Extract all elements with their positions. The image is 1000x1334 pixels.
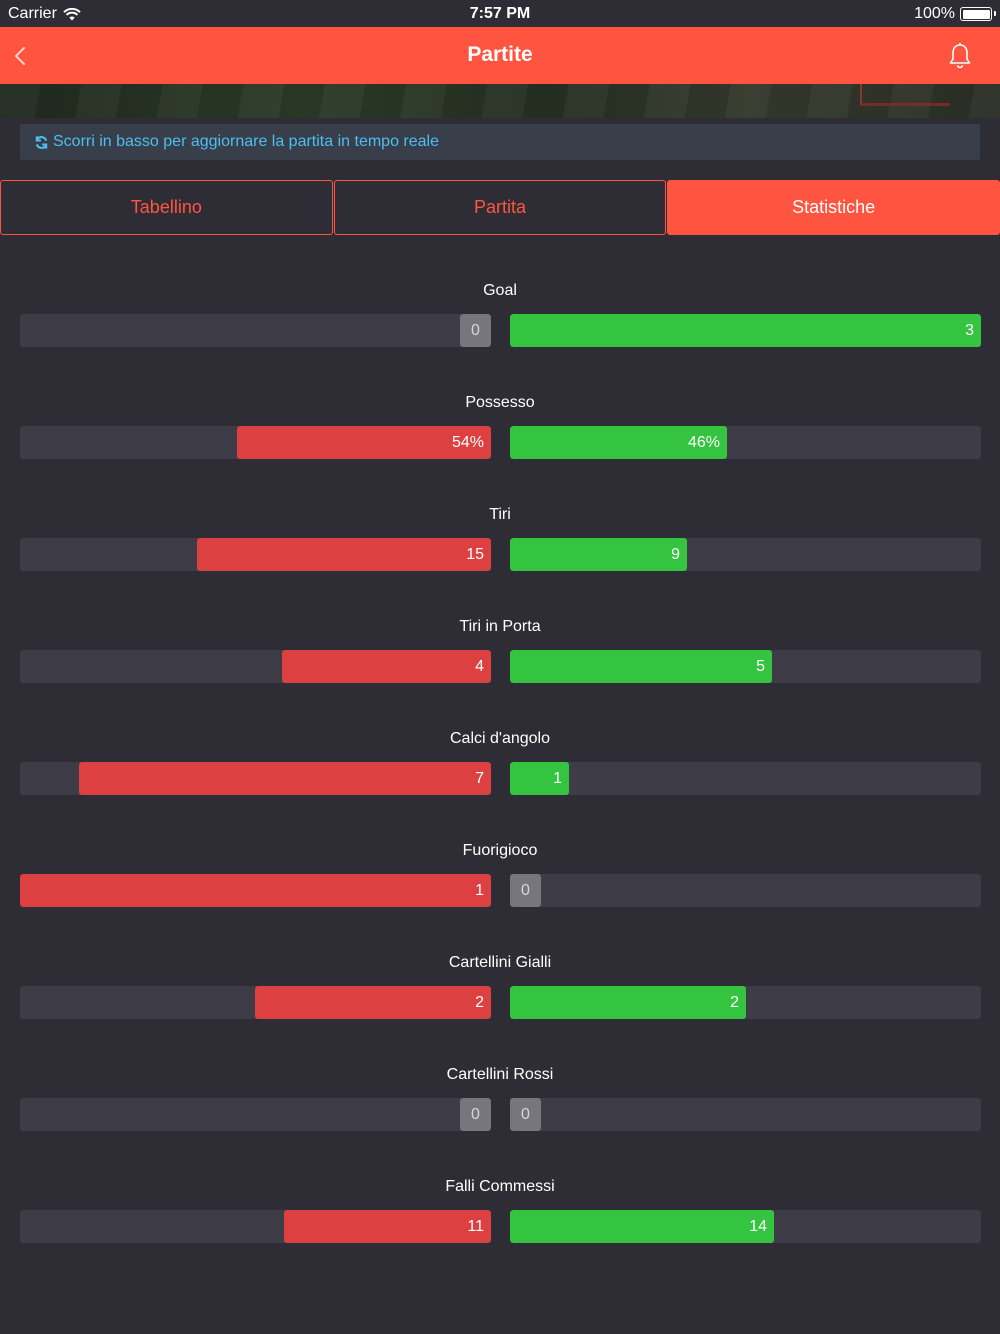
tab-partita[interactable]: Partita xyxy=(333,180,667,235)
home-stat-track: 54% xyxy=(20,426,491,459)
segmented-tabs: Tabellino Partita Statistiche xyxy=(0,180,1000,235)
battery: 100% xyxy=(914,5,996,23)
refresh-icon xyxy=(35,135,48,149)
away-stat-value: 9 xyxy=(671,545,680,563)
away-stat-value: 1 xyxy=(553,769,562,787)
home-stat-track: 0 xyxy=(20,1098,491,1131)
away-stat-track: 0 xyxy=(510,874,981,907)
stat-row: Tiri 15 9 xyxy=(0,459,1000,571)
refresh-hint: Scorri in basso per aggiornare la partit… xyxy=(20,124,980,160)
carrier-label: Carrier xyxy=(8,5,57,22)
status-bar: Carrier 7:57 PM 100% xyxy=(0,0,1000,27)
tab-statistiche[interactable]: Statistiche xyxy=(667,180,1000,235)
home-stat-track: 15 xyxy=(20,538,491,571)
tab-tabellino[interactable]: Tabellino xyxy=(0,180,333,235)
home-stat-track: 1 xyxy=(20,874,491,907)
away-stat-bar: 3 xyxy=(510,314,981,347)
home-stat-bar: 0 xyxy=(460,1098,491,1131)
home-stat-bar: 2 xyxy=(255,986,491,1019)
stat-label: Tiri xyxy=(489,506,511,523)
home-stat-track: 2 xyxy=(20,986,491,1019)
stat-label: Cartellini Rossi xyxy=(446,1066,554,1083)
home-stat-value: 4 xyxy=(475,657,484,675)
away-stat-track: 46% xyxy=(510,426,981,459)
page-title: Partite xyxy=(467,43,533,66)
stat-row: Possesso 54% 46% xyxy=(0,347,1000,459)
away-stat-value: 3 xyxy=(965,321,974,339)
stat-label: Fuorigioco xyxy=(462,842,538,859)
away-stat-value: 5 xyxy=(756,657,765,675)
away-stat-value: 46% xyxy=(687,433,720,451)
stat-row: Falli Commessi 11 14 xyxy=(0,1131,1000,1243)
stat-row: Tiri in Porta 4 5 xyxy=(0,571,1000,683)
away-stat-bar: 9 xyxy=(510,538,687,571)
home-stat-value: 2 xyxy=(475,993,484,1011)
away-stat-value: 14 xyxy=(749,1217,767,1235)
away-stat-track: 14 xyxy=(510,1210,981,1243)
away-stat-track: 2 xyxy=(510,986,981,1019)
stat-row: Goal 0 3 xyxy=(0,235,1000,347)
home-stat-value: 54% xyxy=(451,433,484,451)
away-stat-bar: 0 xyxy=(510,874,541,907)
away-stat-track: 5 xyxy=(510,650,981,683)
stat-row: Calci d'angolo 7 1 xyxy=(0,683,1000,795)
stat-row: Fuorigioco 1 0 xyxy=(0,795,1000,907)
away-stat-track: 3 xyxy=(510,314,981,347)
away-stat-bar: 46% xyxy=(510,426,727,459)
back-chevron-icon[interactable] xyxy=(10,41,34,71)
battery-icon xyxy=(960,7,996,21)
home-stat-bar: 1 xyxy=(20,874,491,907)
away-stat-bar: 5 xyxy=(510,650,772,683)
home-stat-bar: 15 xyxy=(197,538,491,571)
home-stat-value: 0 xyxy=(471,321,480,339)
away-stat-track: 9 xyxy=(510,538,981,571)
stat-label: Calci d'angolo xyxy=(449,730,550,747)
refresh-hint-text: Scorri in basso per aggiornare la partit… xyxy=(53,133,439,150)
away-stat-track: 0 xyxy=(510,1098,981,1131)
bell-icon[interactable] xyxy=(946,41,974,71)
home-stat-track: 0 xyxy=(20,314,491,347)
home-stat-bar: 4 xyxy=(282,650,491,683)
navigation-bar: Partite xyxy=(0,27,1000,84)
away-stat-bar: 14 xyxy=(510,1210,774,1243)
stat-row: Cartellini Gialli 2 2 xyxy=(0,907,1000,1019)
away-stat-bar: 1 xyxy=(510,762,569,795)
carrier: Carrier xyxy=(8,5,81,23)
stat-label: Goal xyxy=(483,282,517,299)
away-stat-bar: 0 xyxy=(510,1098,541,1131)
away-stat-value: 0 xyxy=(521,1105,530,1123)
home-stat-track: 4 xyxy=(20,650,491,683)
home-stat-track: 11 xyxy=(20,1210,491,1243)
stat-label: Tiri in Porta xyxy=(459,618,541,635)
away-stat-bar: 2 xyxy=(510,986,746,1019)
away-stat-track: 1 xyxy=(510,762,981,795)
stat-label: Possesso xyxy=(465,394,535,411)
home-stat-value: 1 xyxy=(475,881,484,899)
home-stat-bar: 11 xyxy=(284,1210,491,1243)
away-stat-value: 2 xyxy=(730,993,739,1011)
home-stat-value: 15 xyxy=(466,545,484,563)
away-stat-value: 0 xyxy=(521,881,530,899)
home-stat-bar: 0 xyxy=(460,314,491,347)
home-stat-value: 7 xyxy=(475,769,484,787)
stat-label: Falli Commessi xyxy=(445,1178,555,1195)
match-banner-image xyxy=(0,84,1000,118)
battery-percent: 100% xyxy=(914,5,955,22)
stat-row: Cartellini Rossi 0 0 xyxy=(0,1019,1000,1131)
home-stat-value: 0 xyxy=(471,1105,480,1123)
stat-label: Cartellini Gialli xyxy=(448,954,552,971)
home-stat-bar: 54% xyxy=(237,426,491,459)
home-stat-track: 7 xyxy=(20,762,491,795)
clock: 7:57 PM xyxy=(469,5,531,22)
wifi-icon xyxy=(63,7,81,20)
home-stat-bar: 7 xyxy=(79,762,491,795)
home-stat-value: 11 xyxy=(467,1217,484,1235)
